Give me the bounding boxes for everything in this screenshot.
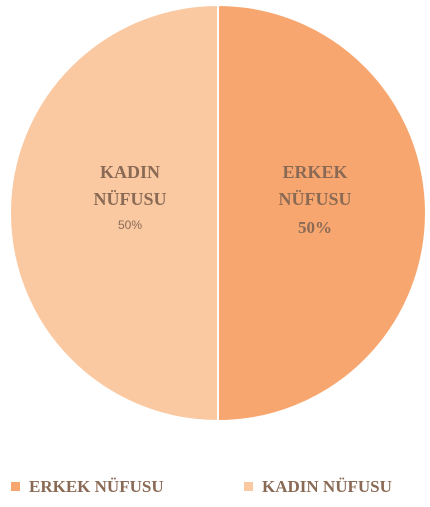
slice-label-erkek-line2: NÜFUSU bbox=[278, 189, 351, 209]
legend-label-kadin: KADIN NÜFUSU bbox=[262, 477, 392, 496]
slice-label-kadin-line1: KADIN bbox=[100, 162, 160, 182]
legend-swatch-kadin bbox=[244, 482, 253, 491]
slice-percent-kadin: 50% bbox=[118, 218, 142, 232]
slice-label-erkek-line1: ERKEK bbox=[282, 162, 347, 182]
pie-slice-kadin bbox=[9, 3, 219, 423]
legend-swatch-erkek bbox=[11, 482, 20, 491]
legend: ERKEK NÜFUSU KADIN NÜFUSU bbox=[11, 477, 392, 496]
pie-slices bbox=[9, 3, 427, 423]
slice-label-kadin-line2: NÜFUSU bbox=[93, 189, 166, 209]
legend-label-erkek: ERKEK NÜFUSU bbox=[29, 477, 164, 496]
slice-percent-erkek: 50% bbox=[298, 218, 332, 237]
pie-slice-erkek bbox=[217, 3, 427, 423]
